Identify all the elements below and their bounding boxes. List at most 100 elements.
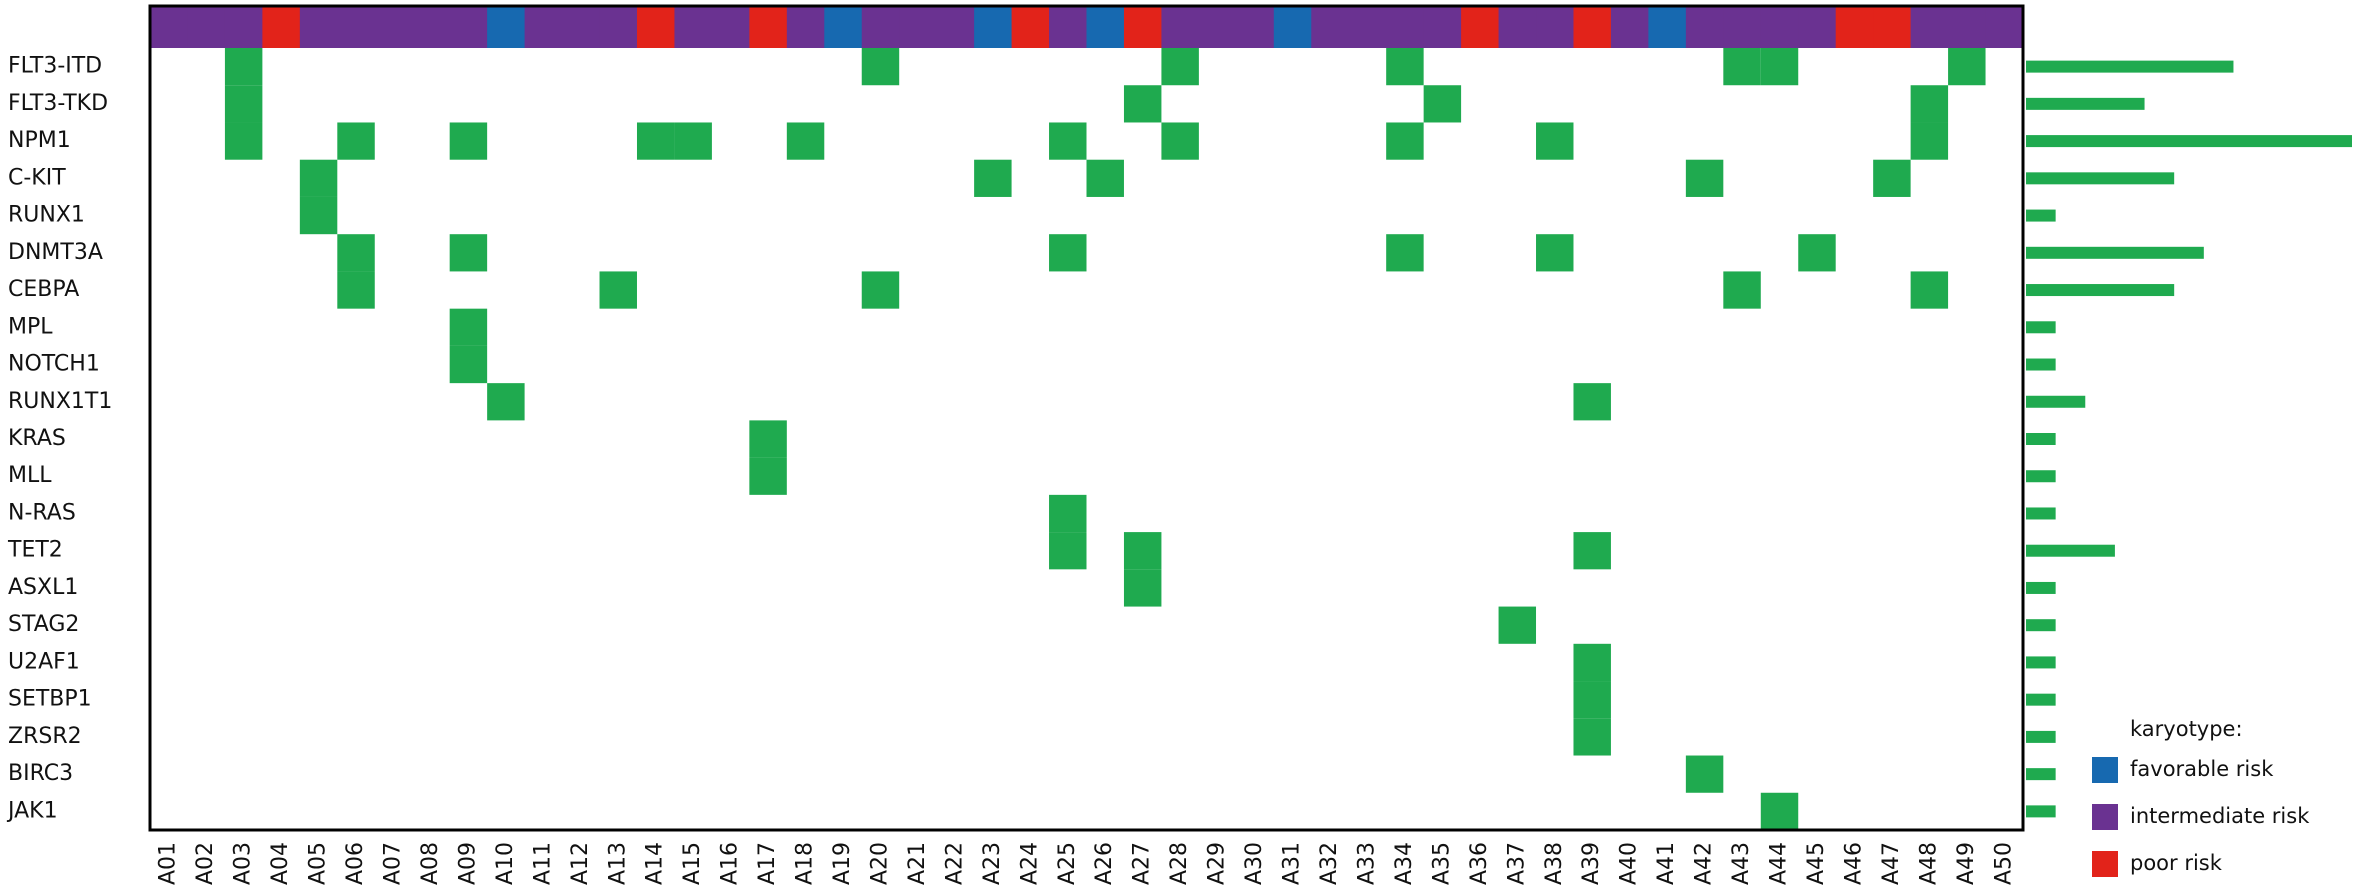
sample-label: A38	[1542, 842, 1567, 885]
gene-label: FLT3-TKD	[8, 91, 108, 116]
mutation-cell	[1760, 48, 1799, 86]
sample-label: A33	[1354, 842, 1379, 885]
karyotype-cell	[262, 6, 301, 48]
karyotype-cell	[449, 6, 488, 48]
sample-label: A03	[231, 842, 256, 885]
karyotype-cell	[636, 6, 675, 48]
mutation-cell	[1086, 159, 1124, 197]
count-bar	[2026, 433, 2056, 445]
gene-label: U2AF1	[8, 649, 80, 674]
sample-label: A22	[942, 842, 967, 885]
mutation-cell	[1948, 48, 1986, 86]
sample-label: A42	[1692, 842, 1717, 885]
sample-label: A17	[755, 842, 780, 885]
karyotype-cell	[1948, 6, 1987, 48]
karyotype-cell	[1685, 6, 1724, 48]
mutation-cell	[449, 308, 488, 346]
karyotype-cell	[1011, 6, 1050, 48]
sample-label: A50	[1991, 842, 2016, 885]
sample-label: A36	[1467, 842, 1492, 885]
karyotype-cell	[749, 6, 788, 48]
sample-label: A09	[455, 842, 480, 885]
sample-label: A45	[1804, 842, 1829, 885]
sample-label: A27	[1130, 842, 1155, 885]
karyotype-cell	[562, 6, 601, 48]
karyotype-cell	[1461, 6, 1500, 48]
mutation-cell	[337, 271, 375, 309]
sample-label: A23	[980, 842, 1005, 885]
karyotype-cell	[1648, 6, 1687, 48]
count-bar	[2026, 581, 2056, 594]
karyotype-cell	[1161, 6, 1200, 48]
sample-label: A32	[1317, 842, 1342, 885]
legend-swatch	[2092, 804, 2118, 830]
legend-title: karyotype:	[2130, 717, 2243, 741]
karyotype-cell	[1498, 6, 1537, 48]
count-bar	[2026, 209, 2056, 222]
mutation-cell	[449, 122, 488, 160]
mutation-cell	[674, 122, 712, 160]
karyotype-cell	[187, 6, 226, 48]
karyotype-cell	[974, 6, 1013, 48]
sample-label: A39	[1579, 842, 1604, 885]
karyotype-cell	[1760, 6, 1799, 48]
mutation-cell	[1573, 383, 1611, 421]
sample-label: A49	[1954, 842, 1979, 885]
gene-label: C-KIT	[8, 165, 66, 190]
karyotype-cell	[1123, 6, 1162, 48]
karyotype-cell	[786, 6, 825, 48]
karyotype-cell	[674, 6, 713, 48]
legend-label: intermediate risk	[2130, 804, 2310, 828]
sample-label: A26	[1092, 842, 1117, 885]
gene-label: N-RAS	[8, 500, 76, 525]
sample-label: A04	[268, 842, 293, 885]
mutation-cell	[1723, 48, 1761, 86]
count-bar	[2026, 321, 2056, 334]
karyotype-cell	[412, 6, 451, 48]
mutation-cell	[1573, 718, 1611, 756]
mutation-cell	[1123, 532, 1162, 570]
karyotype-cell	[824, 6, 863, 48]
mutation-cell	[224, 85, 263, 123]
karyotype-cell	[1536, 6, 1574, 48]
karyotype-cell	[299, 6, 338, 48]
mutation-cell	[1049, 234, 1087, 272]
mutation-cell	[1123, 569, 1162, 607]
sample-label: A19	[830, 842, 855, 885]
gene-label: RUNX1	[8, 203, 85, 228]
heatmap-frame	[148, 4, 2025, 832]
gene-label: JAK1	[6, 798, 58, 823]
gene-label: MLL	[8, 463, 52, 488]
mutation-cell	[299, 196, 338, 235]
sample-label: A44	[1767, 842, 1792, 885]
mutation-cell	[1536, 122, 1574, 160]
mutation-cell	[861, 271, 900, 309]
karyotype-cell	[1573, 6, 1612, 48]
karyotype-cell	[1610, 6, 1649, 48]
count-bar	[2026, 656, 2056, 669]
count-bar	[2026, 60, 2234, 73]
mutation-cell	[1123, 85, 1162, 123]
legend-label: poor risk	[2130, 851, 2223, 875]
mutation-cell	[224, 48, 263, 86]
karyotype-cell	[599, 6, 638, 48]
legend-label: favorable risk	[2130, 757, 2274, 781]
sample-label: A16	[718, 842, 743, 885]
mutation-cell	[1910, 122, 1949, 160]
mutation-cell	[1910, 85, 1949, 123]
gene-label: TET2	[7, 538, 63, 563]
mutation-cell	[599, 271, 637, 309]
sample-label: A11	[530, 842, 555, 885]
gene-label: NPM1	[8, 128, 71, 153]
mutation-cell	[1685, 159, 1724, 197]
mutation-cell	[1573, 643, 1611, 682]
karyotype-cell	[861, 6, 900, 48]
karyotype-cell	[1910, 6, 1949, 48]
sample-label: A20	[867, 842, 892, 885]
karyotype-cell	[224, 6, 263, 48]
gene-label: MPL	[8, 314, 53, 339]
mutation-cell	[1873, 159, 1911, 197]
karyotype-cell	[337, 6, 376, 48]
gene-label: NOTCH1	[8, 352, 100, 377]
